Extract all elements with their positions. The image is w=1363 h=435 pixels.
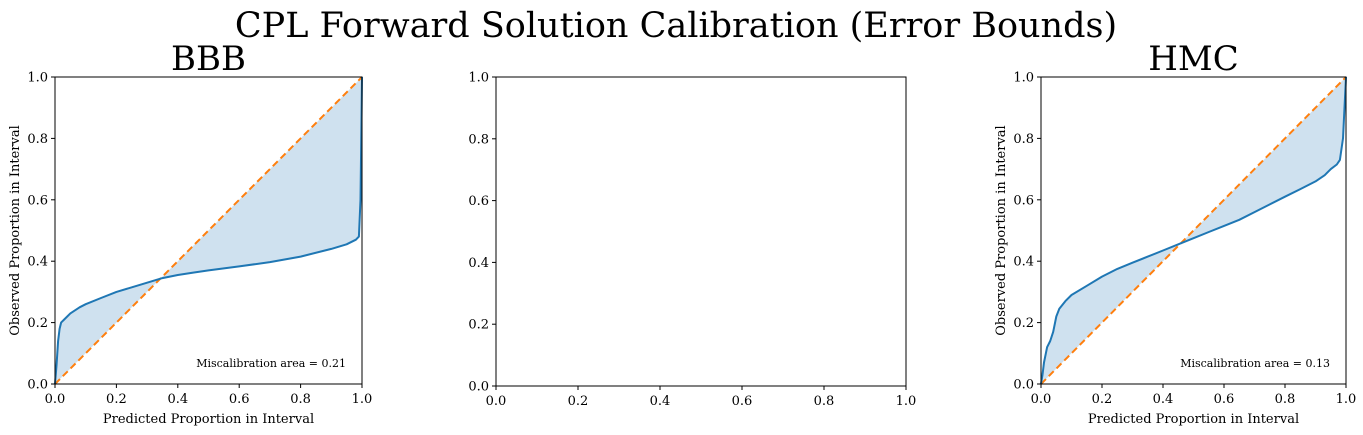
- miscalibration-area: [1041, 77, 1346, 384]
- calibration-curve: [54, 76, 363, 385]
- y-tick-label: 1.0: [1013, 71, 1034, 86]
- x-tick-label: 0.4: [1153, 392, 1174, 407]
- x-tick-label: 0.2: [568, 394, 589, 409]
- subplot-1: 0.0 0.2 0.4 0.6 0.8 1.0 0.0 0.2 0.4 0.6 0.8 1.0 BBB P…: [8, 39, 372, 427]
- subplot-title: HMC: [1148, 39, 1238, 79]
- miscalibration-annotation: Miscalibration area = 0.21: [196, 357, 346, 370]
- y-tick-label: 0.0: [468, 380, 489, 395]
- x-tick-label: 0.8: [1275, 392, 1296, 407]
- x-tick-label: 0.2: [106, 392, 127, 407]
- ideal-line: [1040, 76, 1347, 385]
- axes-frame: [495, 76, 907, 387]
- x-tick-label: 0.6: [229, 392, 250, 407]
- y-tick-label: 0.8: [27, 132, 48, 147]
- y-tick-label: 0.4: [27, 255, 48, 270]
- x-tick-label: 0.2: [1092, 392, 1113, 407]
- x-tick-label: 1.0: [1336, 392, 1357, 407]
- x-tick-label: 0.6: [732, 394, 753, 409]
- y-tick-label: 0.4: [468, 256, 489, 271]
- x-tick-label: 0.4: [167, 392, 188, 407]
- axes-frame: [54, 76, 363, 385]
- y-tick-label: 0.6: [468, 194, 489, 209]
- y-tick-label: 0.4: [1013, 255, 1034, 270]
- x-tick-label: 0.0: [45, 392, 66, 407]
- y-tick-label: 0.2: [27, 316, 48, 331]
- y-tick-label: 0.6: [27, 193, 48, 208]
- subplot-2: 0.0 0.2 0.4 0.6 0.8 1.0 0.0 0.2 0.4 0.6 0.8 1.0: [468, 71, 916, 410]
- x-tick-label: 1.0: [352, 392, 373, 407]
- y-axis-label: Observed Proportion in Interval: [8, 125, 23, 335]
- axes-frame: [1040, 76, 1347, 385]
- y-tick-label: 1.0: [468, 71, 489, 86]
- x-axis-label: Predicted Proportion in Interval: [103, 412, 314, 427]
- ideal-line: [54, 76, 363, 385]
- x-tick-label: 0.8: [290, 392, 311, 407]
- y-tick-label: 0.0: [27, 378, 48, 393]
- x-tick-label: 0.8: [814, 394, 835, 409]
- x-tick-label: 1.0: [896, 394, 917, 409]
- x-tick-label: 0.0: [1031, 392, 1052, 407]
- subplot-panels: 0.0 0.2 0.4 0.6 0.8 1.0 0.0 0.2 0.4 0.6 0.8 1.0 BBB P…: [8, 39, 1356, 427]
- y-tick-label: 1.0: [27, 71, 48, 86]
- figure-suptitle: CPL Forward Solution Calibration (Error …: [235, 6, 1117, 46]
- subplot-3: 0.0 0.2 0.4 0.6 0.8 1.0 0.0 0.2 0.4 0.6 0.8 1.0 HMC P…: [994, 39, 1356, 427]
- y-axis-label: Observed Proportion in Interval: [994, 125, 1009, 335]
- miscalibration-annotation: Miscalibration area = 0.13: [1180, 357, 1330, 370]
- x-tick-label: 0.0: [486, 394, 507, 409]
- y-tick-label: 0.0: [1013, 378, 1034, 393]
- y-tick-label: 0.6: [1013, 193, 1034, 208]
- x-tick-label: 0.6: [1214, 392, 1235, 407]
- y-tick-label: 0.8: [1013, 132, 1034, 147]
- y-tick-label: 0.8: [468, 132, 489, 147]
- x-axis-label: Predicted Proportion in Interval: [1088, 412, 1299, 427]
- y-tick-label: 0.2: [1013, 316, 1034, 331]
- y-tick-label: 0.2: [468, 318, 489, 333]
- calibration-curve: [1040, 76, 1347, 385]
- x-tick-label: 0.4: [650, 394, 671, 409]
- subplot-title: BBB: [171, 39, 246, 79]
